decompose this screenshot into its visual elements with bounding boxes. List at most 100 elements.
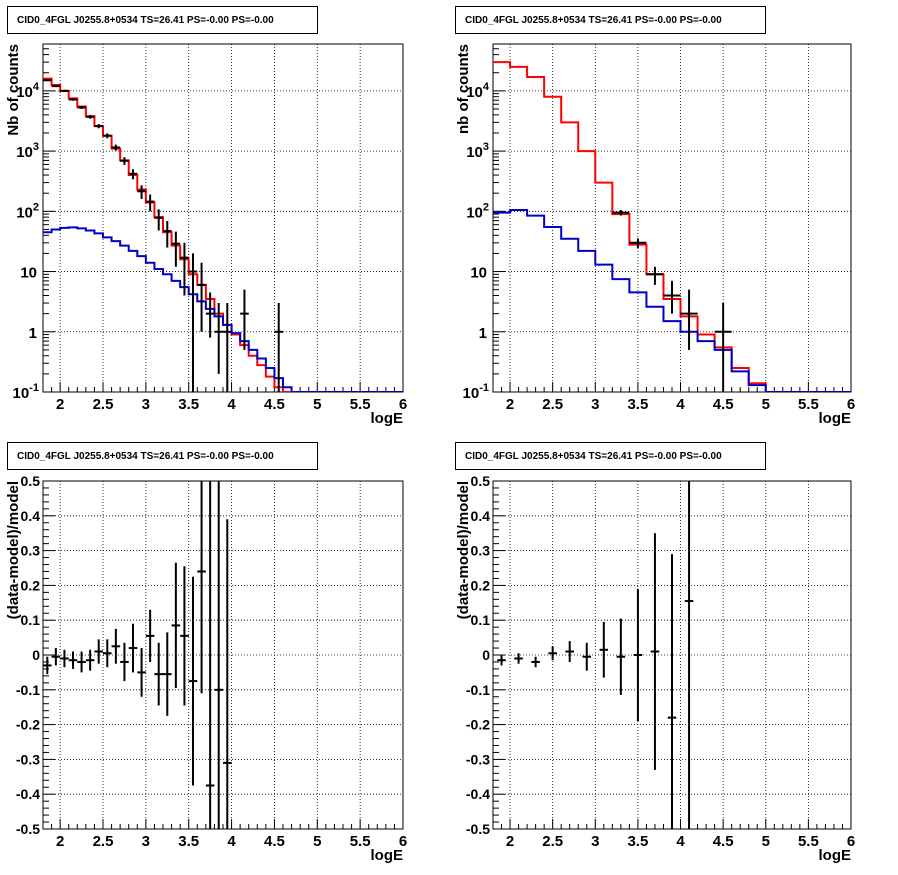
x-tick-label: 2.5 (93, 833, 114, 850)
x-tick-label: 5.5 (350, 833, 371, 850)
y-tick-label: 0.5 (471, 473, 491, 489)
data-point (51, 648, 61, 666)
y-tick-label: -0.1 (466, 682, 490, 698)
data-point (103, 133, 112, 139)
x-tick-label: 3 (591, 833, 599, 850)
data-point (650, 533, 660, 770)
data-point (154, 209, 163, 231)
y-tick-label: 0.4 (471, 508, 491, 524)
data-point (180, 566, 189, 706)
data-point (120, 157, 129, 165)
data-point (214, 303, 223, 374)
data-layer (493, 61, 851, 392)
data-point (714, 303, 732, 392)
y-tick-label: -0.3 (16, 751, 40, 767)
data-point (120, 642, 129, 682)
data-point (531, 656, 540, 668)
x-tick-label: 2 (506, 396, 514, 413)
data-point (223, 519, 232, 829)
x-tick-label: 5 (762, 396, 770, 413)
data-point (548, 646, 557, 661)
y-tick-label: -0.5 (466, 821, 490, 837)
data-point (60, 649, 69, 668)
y-axis: -0.5 -0.4 -0.3 -0.2 -0.1 0 0.1 0.2 0.3 0.4 0.5(dat… (455, 473, 505, 837)
x-tick-label: 4 (676, 833, 685, 850)
y-axis-label: (data-model)/model (455, 481, 472, 619)
y-tick-label: -0.4 (466, 786, 490, 802)
x-tick-label: 2 (56, 396, 64, 413)
series-2-step-line (43, 226, 403, 392)
x-axis-label: logE (819, 847, 852, 864)
chart-panel-4: 2 2.5 3 3.5 4 4.5 5 5.5 6logE-0.5-0.4-0.3-0.2-0.… (455, 473, 855, 864)
y-tick-label: 0 (482, 647, 490, 663)
x-tick-label: 3 (591, 396, 599, 413)
data-point (646, 266, 664, 285)
x-tick-label: 2 (506, 833, 514, 850)
data-point (94, 639, 103, 664)
series-1-step-line (43, 77, 403, 392)
data-point (77, 106, 86, 109)
x-tick-label: 2.5 (542, 833, 563, 850)
data-point (137, 648, 146, 697)
data-point (599, 621, 609, 678)
y-tick-label: 10-1 (13, 382, 39, 402)
data-point (197, 262, 206, 332)
data-point (629, 238, 647, 249)
x-tick-label: 4 (676, 396, 685, 413)
data-point (94, 124, 103, 129)
y-tick-label: -0.2 (16, 717, 40, 733)
chart-panel-3: 2 2.5 3 3.5 4 4.5 5 5.5 6logE-0.5-0.4-0.3-0.2-0.… (5, 473, 407, 864)
data-point (145, 609, 155, 662)
data-point (145, 194, 155, 212)
data-point (680, 289, 698, 350)
y-tick-label: 10 (20, 265, 37, 282)
data-point (163, 632, 172, 716)
data-point (103, 639, 112, 668)
data-layer (497, 481, 694, 829)
data-point (68, 651, 78, 669)
x-tick-label: 4.5 (713, 833, 734, 850)
x-tick-label: 5 (313, 833, 321, 850)
y-tick-label: -0.4 (16, 786, 40, 802)
chart-title: CID0_4FGL J0255.8+0534 TS=26.41 PS=-0.00… (455, 6, 766, 34)
x-tick-label: 3 (142, 396, 150, 413)
y-tick-label: 0.3 (471, 543, 491, 559)
data-point (582, 642, 592, 671)
x-tick-label: 4.5 (713, 396, 734, 413)
data-point (128, 169, 138, 180)
y-tick-label: 10 (470, 265, 487, 282)
y-tick-label: 0 (32, 647, 40, 663)
x-tick-label: 2.5 (93, 396, 114, 413)
data-point (565, 641, 574, 662)
x-tick-label: 3.5 (178, 833, 199, 850)
data-point (128, 623, 138, 673)
y-tick-label: 0.2 (471, 577, 491, 593)
y-tick-label: 0.1 (471, 612, 491, 628)
y-axis-label: Nb of counts (5, 44, 22, 136)
data-point (180, 242, 189, 296)
x-tick-label: 3.5 (627, 833, 648, 850)
data-point (51, 85, 61, 88)
chart-title: CID0_4FGL J0255.8+0534 TS=26.41 PS=-0.00… (7, 6, 318, 34)
data-point (214, 481, 223, 829)
x-tick-label: 2.5 (542, 396, 563, 413)
data-point (667, 554, 677, 829)
y-tick-label: 0.5 (21, 473, 41, 489)
data-point (171, 231, 181, 267)
data-point (240, 289, 249, 350)
x-axis-label: logE (371, 847, 404, 864)
x-tick-label: 5.5 (798, 396, 819, 413)
x-tick-label: 5 (762, 833, 770, 850)
y-axis-label: (data-model)/model (5, 481, 22, 619)
data-layer (43, 77, 403, 392)
y-tick-label: -0.2 (466, 717, 490, 733)
data-point (497, 655, 506, 666)
x-tick-label: 6 (399, 396, 407, 413)
data-point (171, 562, 181, 689)
